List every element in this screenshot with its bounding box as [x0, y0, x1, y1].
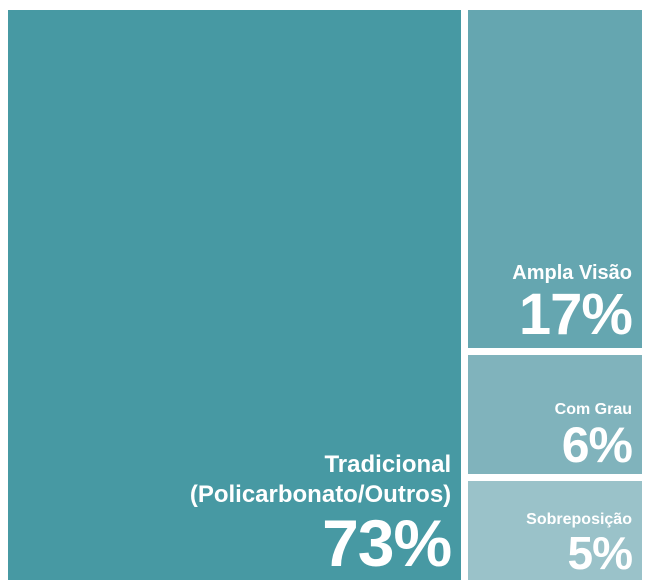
- treemap-cell: Com Grau 6%: [468, 354, 642, 474]
- cell-label: Sobreposição 5%: [526, 510, 633, 579]
- category-label: Ampla Visão: [512, 261, 632, 284]
- value-label: 17%: [518, 281, 633, 347]
- category-label: Sobreposição: [526, 510, 632, 528]
- treemap-cell: Ampla Visão 17%: [468, 10, 642, 348]
- treemap-cell: Tradicional (Policarbonato/Outros) 73%: [8, 10, 462, 580]
- cell-label: Ampla Visão 17%: [512, 261, 633, 347]
- value-label: 6%: [561, 416, 633, 473]
- treemap-cell: Sobreposição 5%: [468, 480, 642, 580]
- value-label: 5%: [567, 526, 633, 579]
- value-label: 73%: [322, 506, 452, 580]
- category-label: Tradicional (Policarbonato/Outros): [189, 451, 452, 508]
- cell-label: Com Grau 6%: [554, 400, 633, 473]
- category-label: Com Grau: [554, 400, 632, 418]
- cell-label: Tradicional (Policarbonato/Outros) 73%: [111, 450, 452, 580]
